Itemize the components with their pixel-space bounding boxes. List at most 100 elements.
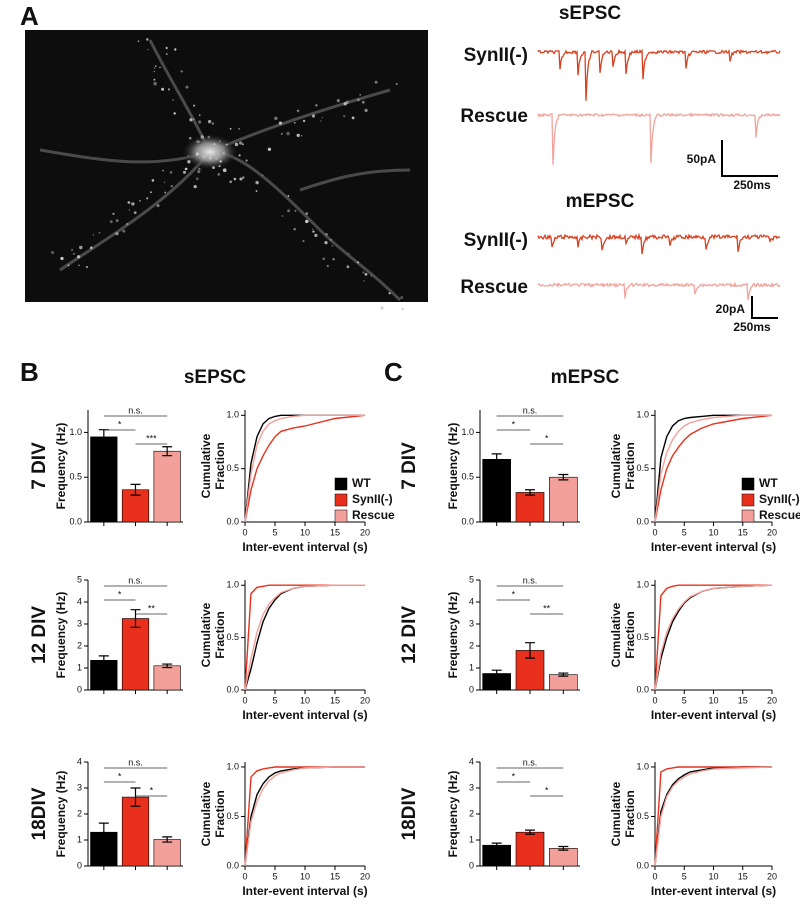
punctum	[173, 112, 176, 115]
punctum	[195, 177, 199, 181]
legend-label: Rescue	[759, 508, 800, 522]
punctum	[112, 212, 115, 216]
bar	[90, 436, 118, 523]
punctum	[183, 170, 186, 174]
x-tick-label: 5	[682, 695, 687, 705]
error-bar	[525, 829, 535, 835]
punctum	[209, 157, 212, 160]
cdf-line	[654, 766, 772, 867]
punctum	[218, 165, 221, 168]
y-tick-label: 4	[77, 596, 82, 606]
y-axis-label: Frequency (Hz)	[54, 592, 68, 679]
punctum	[159, 66, 161, 69]
punctum	[348, 253, 350, 255]
y-tick-label: 0.0	[636, 860, 649, 870]
punctum	[233, 177, 237, 181]
punctum	[90, 246, 93, 250]
scale-label: 50pA	[687, 152, 717, 166]
bar	[121, 618, 150, 691]
punctum	[189, 118, 193, 122]
y-tick-label: 0	[469, 684, 474, 694]
punctum	[332, 258, 335, 261]
punctum	[209, 155, 213, 159]
punctum	[174, 48, 177, 51]
legend-label: WT	[759, 476, 778, 490]
bar	[515, 831, 545, 867]
y-tick-label: 0.5	[461, 472, 474, 482]
punctum	[314, 233, 318, 237]
x-tick-label: 15	[330, 871, 340, 881]
punctum	[330, 238, 332, 241]
x-tick-label: 15	[738, 695, 748, 705]
y-tick-label: 0	[77, 860, 82, 870]
y-axis-label: Fraction	[213, 790, 227, 837]
punctum	[219, 140, 221, 142]
punctum	[312, 230, 315, 233]
sig-label: n.s.	[128, 405, 143, 415]
punctum	[234, 142, 239, 147]
punctum	[198, 120, 202, 124]
punctum	[184, 167, 188, 171]
y-tick-label: 4	[469, 756, 474, 766]
y-tick-label: 2	[469, 640, 474, 650]
panel-label: A	[20, 1, 39, 31]
cdf-line	[244, 414, 365, 523]
punctum	[286, 131, 290, 136]
y-tick-label: 0.5	[69, 472, 82, 482]
y-tick-label: 1.0	[69, 427, 82, 437]
punctum	[133, 211, 137, 215]
punctum	[153, 67, 156, 69]
sig-label: *	[118, 771, 122, 781]
sig-label: **	[148, 603, 156, 613]
panel-title: sEPSC	[184, 367, 247, 388]
y-tick-label: 1.0	[636, 410, 649, 420]
punctum	[363, 280, 365, 282]
x-tick-label: 10	[300, 527, 310, 537]
punctum	[241, 143, 244, 146]
x-axis-label: Inter-event interval (s)	[651, 884, 776, 898]
punctum	[128, 209, 130, 211]
punctum	[71, 248, 74, 251]
cdf-line	[244, 414, 366, 523]
punctum	[322, 257, 326, 261]
x-axis-label: Inter-event interval (s)	[242, 540, 367, 554]
punctum	[126, 222, 129, 226]
scale-label: 20pA	[716, 302, 746, 316]
error-bar	[162, 663, 173, 669]
bar	[549, 674, 578, 691]
cdf-line	[244, 584, 365, 691]
punctum	[193, 185, 197, 189]
x-tick-label: 10	[708, 871, 718, 881]
x-tick-label: 10	[300, 695, 310, 705]
punctum	[188, 136, 192, 140]
punctum	[196, 140, 199, 144]
error-bar	[130, 787, 141, 807]
error-bar	[491, 842, 502, 848]
punctum	[301, 135, 303, 137]
punctum	[320, 120, 322, 122]
y-tick-label: 0	[77, 684, 82, 694]
punctum	[370, 275, 372, 277]
punctum	[245, 159, 248, 162]
panel-label: B	[20, 357, 39, 387]
trace	[537, 232, 781, 255]
x-axis-label: Inter-event interval (s)	[651, 540, 776, 554]
row-label: 7 DIV	[399, 442, 420, 490]
x-tick-label: 10	[300, 871, 310, 881]
cdf-line	[654, 584, 773, 691]
punctum	[255, 190, 258, 192]
y-axis-label: Frequency (Hz)	[446, 771, 460, 858]
punctum	[287, 209, 291, 213]
trace	[537, 112, 781, 165]
y-tick-label: 2	[77, 808, 82, 818]
punctum	[202, 155, 206, 159]
error-bar	[98, 655, 109, 666]
punctum	[122, 229, 126, 233]
trace	[537, 48, 781, 101]
punctum	[137, 40, 140, 42]
trace-title: mEPSC	[566, 191, 635, 212]
sig-label: n.s.	[523, 575, 538, 585]
punctum	[153, 70, 155, 73]
scale-bar	[721, 140, 778, 177]
